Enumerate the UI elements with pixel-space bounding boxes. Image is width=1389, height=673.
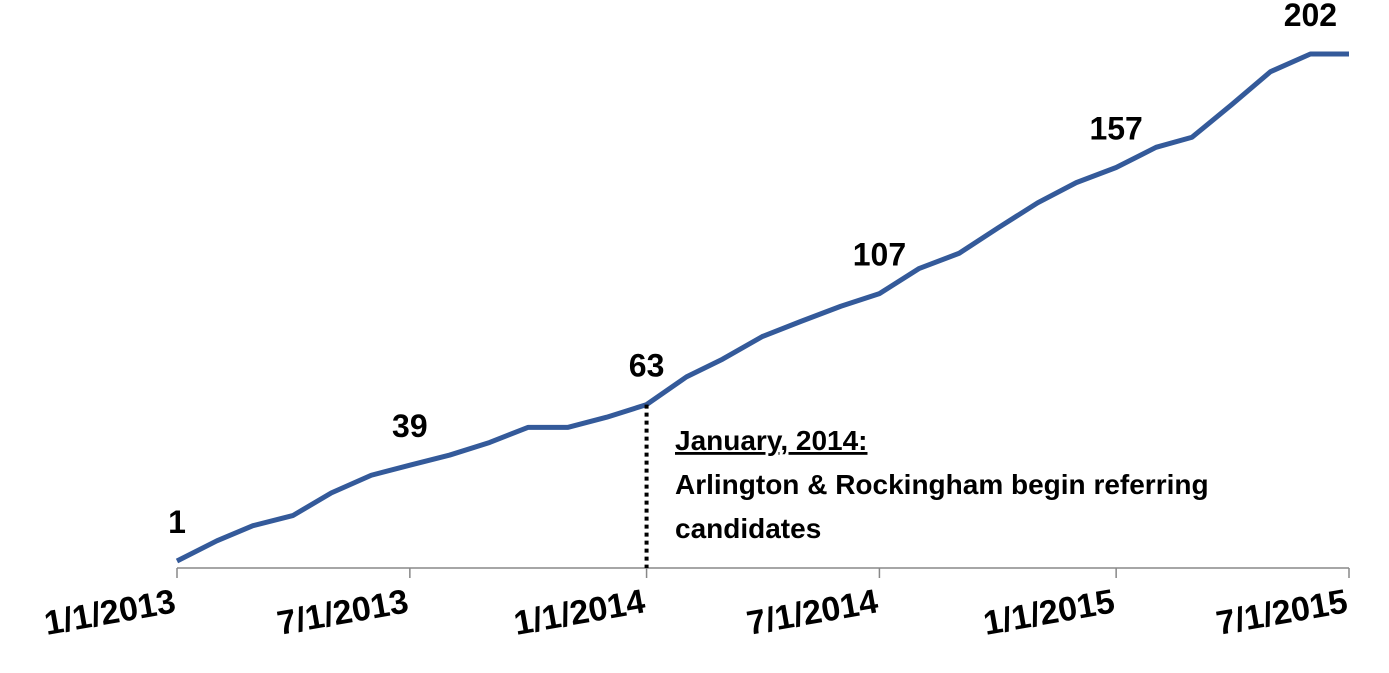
data-label: 39	[392, 408, 428, 444]
data-label: 107	[853, 237, 906, 273]
data-line	[175, 51, 1349, 564]
annotation-title: January, 2014:	[675, 425, 868, 456]
x-tick-label: 1/1/2015	[981, 582, 1118, 642]
data-label: 1	[168, 504, 186, 540]
annotation-text: candidates	[675, 513, 821, 544]
annotation-text: Arlington & Rockingham begin referring	[675, 469, 1209, 500]
x-tick-label: 7/1/2015	[1213, 582, 1350, 642]
data-label: 202	[1284, 0, 1337, 33]
data-label: 63	[629, 348, 665, 384]
x-tick-label: 1/1/2013	[41, 582, 178, 642]
x-tick-label: 7/1/2013	[274, 582, 411, 642]
x-tick-label: 7/1/2014	[744, 582, 881, 642]
data-label: 157	[1089, 111, 1142, 147]
x-tick-label: 1/1/2014	[511, 582, 648, 642]
